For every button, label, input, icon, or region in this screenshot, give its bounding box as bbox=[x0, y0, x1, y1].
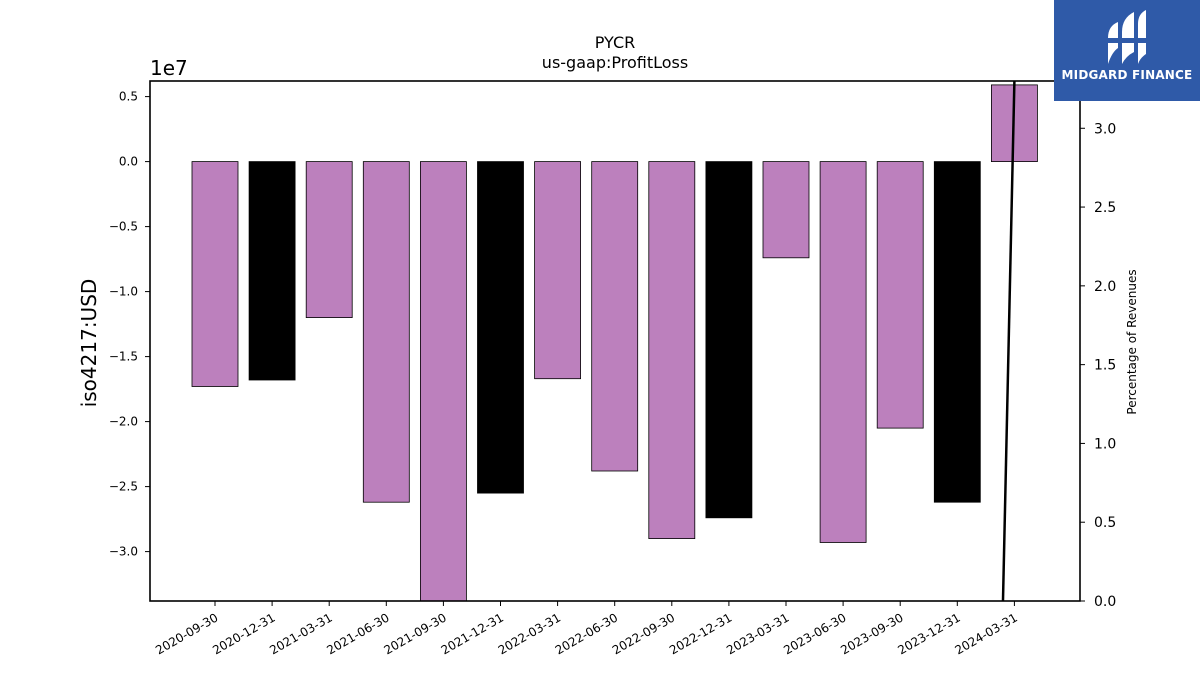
bar bbox=[591, 161, 639, 472]
y-tick-label: 0.0 bbox=[119, 155, 138, 169]
x-tick-label: 2022-06-30 bbox=[553, 610, 620, 657]
y-tick-label: −0.5 bbox=[109, 220, 138, 234]
bars-group bbox=[191, 84, 1038, 601]
bar bbox=[648, 161, 696, 540]
y-tick-label: 0.5 bbox=[119, 90, 138, 104]
bar bbox=[419, 161, 467, 601]
chart-title: PYCR bbox=[595, 33, 635, 52]
y2-tick-label: 3.0 bbox=[1094, 121, 1116, 137]
line-group bbox=[1001, 81, 1016, 601]
bar bbox=[191, 161, 239, 387]
y-tick-label: −1.0 bbox=[109, 285, 138, 299]
bar bbox=[362, 161, 410, 503]
x-tick-label: 2020-12-31 bbox=[210, 610, 277, 657]
bar bbox=[534, 161, 581, 380]
bar bbox=[762, 161, 810, 259]
x-tick-label: 2021-06-30 bbox=[324, 610, 391, 657]
y-tick-label: −2.5 bbox=[109, 480, 138, 494]
x-tick-label: 2022-03-31 bbox=[496, 610, 563, 657]
logo: MIDGARD FINANCE bbox=[1054, 0, 1200, 101]
chart-subtitle: us-gaap:ProfitLoss bbox=[542, 53, 688, 72]
y2-tick-label: 0.5 bbox=[1094, 515, 1116, 531]
x-tick-label: 2023-03-31 bbox=[724, 610, 791, 657]
x-tick-label: 2022-12-31 bbox=[667, 610, 734, 657]
x-tick-label: 2022-09-30 bbox=[610, 610, 677, 657]
y2-tick-label: 2.0 bbox=[1094, 279, 1116, 295]
bar bbox=[305, 161, 353, 319]
x-tick-label: 2023-12-31 bbox=[895, 610, 962, 657]
x-tick-label: 2021-12-31 bbox=[439, 610, 506, 657]
y2-tick-label: 2.5 bbox=[1094, 200, 1116, 216]
y-offset-label: 1e7 bbox=[150, 56, 188, 80]
bar bbox=[876, 161, 924, 429]
x-tick-label: 2024-03-31 bbox=[952, 610, 1019, 657]
x-tick-label: 2021-03-31 bbox=[267, 610, 334, 657]
bar bbox=[819, 161, 867, 543]
y2-tick-label: 1.5 bbox=[1094, 358, 1116, 374]
y-tick-label: −2.0 bbox=[109, 415, 138, 429]
y-tick-label: −3.0 bbox=[109, 545, 138, 559]
y2-axis-label: Percentage of Revenues bbox=[1125, 269, 1139, 414]
bar bbox=[477, 161, 524, 494]
y-axis-label: iso4217:USD bbox=[77, 279, 101, 408]
x-tick-label: 2020-09-30 bbox=[153, 610, 220, 657]
bar bbox=[933, 161, 981, 503]
x-tick-label: 2023-06-30 bbox=[781, 610, 848, 657]
y2-tick-label: 1.0 bbox=[1094, 436, 1116, 452]
bar bbox=[248, 161, 296, 381]
x-tick-label: 2023-09-30 bbox=[838, 610, 905, 657]
line-series bbox=[1001, 81, 1016, 601]
bar bbox=[705, 161, 753, 519]
y-tick-label: −1.5 bbox=[109, 350, 138, 364]
logo-mark-icon bbox=[1106, 10, 1148, 64]
logo-text: MIDGARD FINANCE bbox=[1061, 68, 1193, 82]
y2-tick-label: 0.0 bbox=[1094, 594, 1116, 610]
x-tick-label: 2021-09-30 bbox=[381, 610, 448, 657]
